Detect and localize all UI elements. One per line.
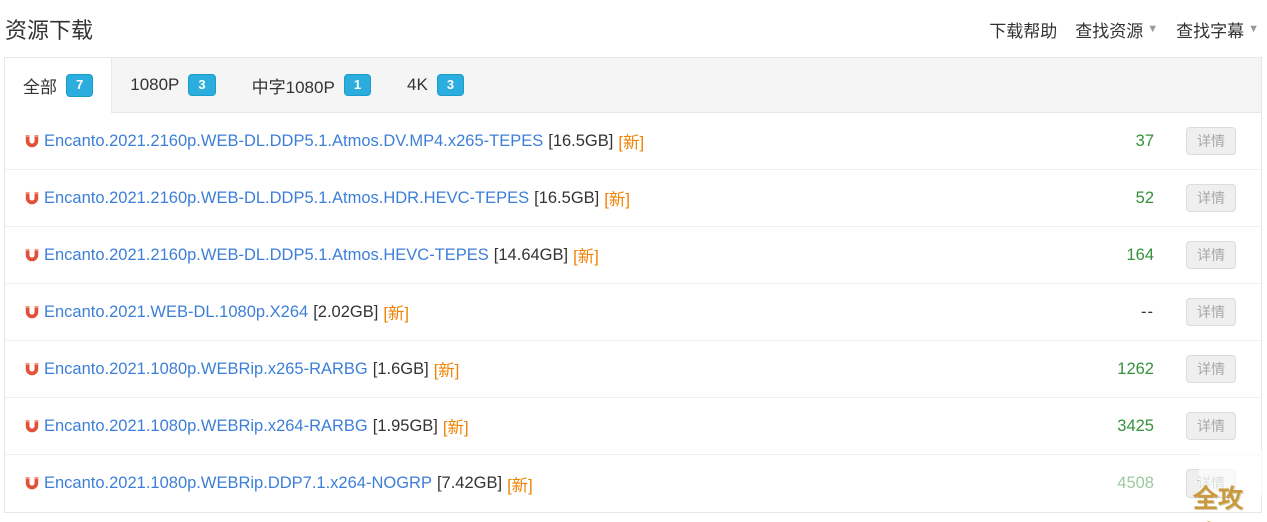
magnet-link[interactable]: Encanto.2021.1080p.WEBRip.DDP7.1.x264-NO… [25, 472, 533, 496]
resource-count: 164 [1126, 245, 1154, 264]
resource-row: Encanto.2021.1080p.WEBRip.DDP7.1.x264-NO… [5, 455, 1261, 512]
resource-row: Encanto.2021.1080p.WEBRip.x264-RARBG [1.9… [5, 398, 1261, 455]
resource-size: [2.02GB] [313, 302, 379, 321]
tab-bar: 全部 7 1080P 3 中字1080P 1 4K 3 [5, 58, 1261, 113]
resource-count: 4508 [1117, 474, 1154, 492]
detail-button[interactable]: 详情 [1186, 469, 1236, 498]
detail-button[interactable]: 详情 [1186, 411, 1236, 441]
detail-button[interactable]: 详情 [1186, 126, 1236, 156]
resource-name: Encanto.2021.2160p.WEB-DL.DDP5.1.Atmos.H… [44, 188, 530, 207]
count-badge: 3 [188, 73, 216, 97]
magnet-icon [25, 134, 39, 147]
magnet-link[interactable]: Encanto.2021.2160p.WEB-DL.DDP5.1.Atmos.H… [25, 186, 630, 210]
tab-label: 中字1080P [251, 77, 335, 97]
resource-name: Encanto.2021.1080p.WEBRip.DDP7.1.x264-NO… [44, 474, 432, 492]
header-nav: 下载帮助 查找资源 ▼ 查找字幕 ▼ [989, 17, 1259, 42]
resource-count: 1262 [1117, 359, 1154, 378]
resource-name: Encanto.2021.2160p.WEB-DL.DDP5.1.Atmos.H… [44, 245, 489, 264]
detail-button[interactable]: 详情 [1186, 183, 1236, 213]
resource-count: 37 [1135, 131, 1154, 150]
magnet-link[interactable]: Encanto.2021.1080p.WEBRip.x264-RARBG [1.9… [25, 414, 469, 438]
new-tag: [新] [442, 419, 469, 437]
magnet-link[interactable]: Encanto.2021.2160p.WEB-DL.DDP5.1.Atmos.H… [25, 243, 599, 267]
resource-row: Encanto.2021.2160p.WEB-DL.DDP5.1.Atmos.D… [5, 113, 1261, 170]
resource-count: 52 [1135, 188, 1154, 207]
new-tag: [新] [618, 134, 645, 152]
resource-name: Encanto.2021.1080p.WEBRip.x264-RARBG [44, 416, 368, 435]
resource-list: Encanto.2021.2160p.WEB-DL.DDP5.1.Atmos.D… [5, 113, 1261, 512]
resource-name: Encanto.2021.WEB-DL.1080p.X264 [44, 302, 309, 321]
tab-label: 1080P [130, 75, 180, 94]
count-badge: 7 [66, 74, 94, 97]
new-tag: [新] [433, 362, 460, 380]
detail-button[interactable]: 详情 [1186, 354, 1236, 384]
resource-panel: 全部 7 1080P 3 中字1080P 1 4K 3 Encanto.2021… [4, 57, 1262, 513]
resource-size: [16.5GB] [548, 131, 614, 150]
nav-download-help[interactable]: 下载帮助 [989, 17, 1057, 42]
resource-row: Encanto.2021.2160p.WEB-DL.DDP5.1.Atmos.H… [5, 227, 1261, 284]
resource-size: [1.95GB] [372, 416, 438, 435]
count-badge: 1 [343, 73, 372, 97]
resource-name: Encanto.2021.1080p.WEBRip.x265-RARBG [44, 359, 368, 378]
magnet-icon [25, 362, 39, 375]
resource-size: [7.42GB] [436, 474, 503, 492]
caret-down-icon: ▼ [1248, 22, 1259, 35]
magnet-link[interactable]: Encanto.2021.WEB-DL.1080p.X264 [2.02GB] [新… [25, 300, 409, 324]
resource-row: Encanto.2021.1080p.WEBRip.x265-RARBG [1.6… [5, 341, 1261, 398]
tab-all[interactable]: 全部 7 [5, 58, 113, 113]
resource-size: [1.6GB] [372, 359, 429, 378]
tab-label: 全部 [23, 78, 57, 97]
resource-size: [14.64GB] [493, 245, 569, 264]
nav-find-subtitles-label: 查找字幕 [1176, 21, 1245, 41]
tab-4k[interactable]: 4K 3 [389, 58, 482, 112]
nav-find-resources[interactable]: 查找资源 ▼ [1075, 17, 1158, 42]
tab-label: 4K [407, 75, 428, 94]
tab-1080p[interactable]: 1080P 3 [112, 58, 233, 112]
detail-button[interactable]: 详情 [1186, 240, 1236, 270]
page-title: 资源下载 [5, 18, 94, 43]
new-tag: [新] [507, 476, 533, 495]
resource-row: Encanto.2021.2160p.WEB-DL.DDP5.1.Atmos.H… [5, 170, 1261, 227]
nav-download-help-label: 下载帮助 [989, 21, 1058, 41]
resource-row: Encanto.2021.WEB-DL.1080p.X264 [2.02GB] [新… [5, 284, 1261, 341]
magnet-link[interactable]: Encanto.2021.2160p.WEB-DL.DDP5.1.Atmos.D… [25, 129, 644, 153]
nav-find-subtitles[interactable]: 查找字幕 ▼ [1176, 17, 1259, 42]
resource-count: -- [1141, 302, 1154, 321]
resource-name: Encanto.2021.2160p.WEB-DL.DDP5.1.Atmos.D… [44, 131, 544, 150]
new-tag: [新] [604, 191, 630, 209]
detail-button[interactable]: 详情 [1186, 297, 1236, 327]
resource-count: 3425 [1117, 416, 1154, 435]
new-tag: [新] [383, 305, 409, 323]
magnet-link[interactable]: Encanto.2021.1080p.WEBRip.x265-RARBG [1.6… [25, 357, 459, 381]
magnet-icon [25, 191, 39, 204]
resource-size: [16.5GB] [534, 188, 600, 207]
magnet-icon [25, 248, 39, 261]
magnet-icon [25, 305, 39, 318]
caret-down-icon: ▼ [1147, 22, 1159, 35]
tab-chs-1080p[interactable]: 中字1080P 1 [234, 58, 389, 112]
new-tag: [新] [573, 248, 599, 266]
magnet-icon [25, 419, 39, 432]
page-header: 资源下载 下载帮助 查找资源 ▼ 查找字幕 ▼ [0, 0, 1267, 57]
magnet-icon [25, 476, 39, 490]
nav-find-resources-label: 查找资源 [1075, 21, 1144, 41]
count-badge: 3 [436, 73, 465, 97]
